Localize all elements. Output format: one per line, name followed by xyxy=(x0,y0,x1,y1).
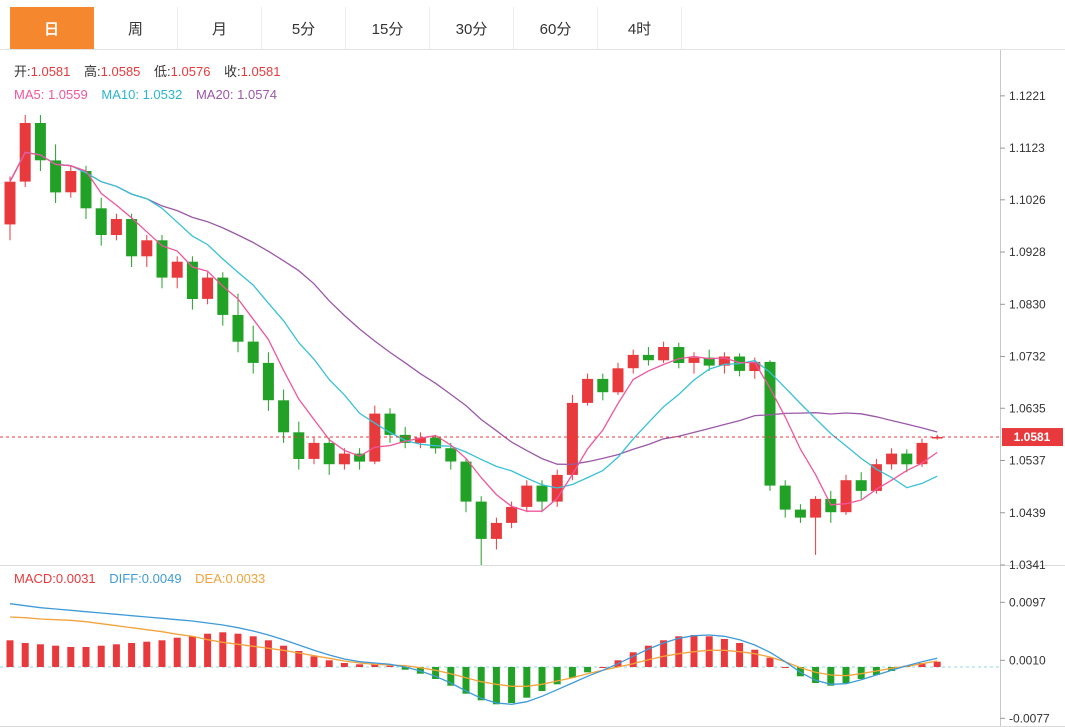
tab-30min[interactable]: 30分 xyxy=(430,7,514,49)
ma20-line xyxy=(9,151,938,466)
ma5-legend: MA5: 1.0559 xyxy=(14,87,88,102)
ohlc-legend: 开:1.0581 高:1.0585 低:1.0576 收:1.0581 xyxy=(14,61,290,80)
diff-value: 0.0049 xyxy=(141,571,182,586)
macd-label: MACD: xyxy=(14,571,56,586)
macd-axis-label: 0.0097 xyxy=(1009,595,1046,609)
dea-label: DEA: xyxy=(195,571,226,586)
ma10-value: 1.0532 xyxy=(142,87,183,102)
ohlc-high: 高:1.0585 xyxy=(84,64,140,79)
tab-5min[interactable]: 5分 xyxy=(262,7,346,49)
diff-value-legend: DIFF:0.0049 xyxy=(109,571,181,586)
high-label: 高: xyxy=(84,64,101,79)
ma10-line xyxy=(9,151,938,489)
chart-area: 1.0581 1.1221 1.1123 1.1026 1.0928 1.0830 1.07… xyxy=(0,50,1065,727)
last-price-tag-text: 1.0581 xyxy=(1014,430,1051,444)
close-value: 1.0581 xyxy=(240,64,281,79)
price-chart-canvas[interactable]: 1.0581 1.1221 1.1123 1.1026 1.0928 1.0830 1.07… xyxy=(0,50,1065,727)
macd-axis-label: 0.0010 xyxy=(1009,653,1046,667)
price-axis-label: 1.1221 xyxy=(1009,89,1046,103)
ma20-legend: MA20: 1.0574 xyxy=(196,87,277,102)
ma5-line xyxy=(9,151,938,512)
last-price-tag xyxy=(1002,428,1063,447)
timeframe-toolbar: 日 周 月 5分 15分 30分 60分 4时 xyxy=(0,0,1065,50)
macd-legend: MACD:0.0031 DIFF:0.0049 DEA:0.0033 xyxy=(14,571,275,586)
low-label: 低: xyxy=(154,64,171,79)
low-value: 1.0576 xyxy=(170,64,211,79)
high-value: 1.0585 xyxy=(100,64,141,79)
price-axis-label: 1.0537 xyxy=(1009,454,1046,468)
tab-15min[interactable]: 15分 xyxy=(346,7,430,49)
open-value: 1.0581 xyxy=(30,64,71,79)
ma-legend: MA5: 1.0559 MA10: 1.0532 MA20: 1.0574 xyxy=(14,87,287,102)
ma10-label: MA10: xyxy=(101,87,139,102)
ohlc-open: 开:1.0581 xyxy=(14,64,70,79)
tab-day[interactable]: 日 xyxy=(10,7,94,49)
macd-value-legend: MACD:0.0031 xyxy=(14,571,96,586)
tab-60min[interactable]: 60分 xyxy=(514,7,598,49)
ma5-label: MA5: xyxy=(14,87,45,102)
macd-axis-label: -0.0077 xyxy=(1009,711,1050,725)
tab-week[interactable]: 周 xyxy=(94,7,178,49)
tab-4hour[interactable]: 4时 xyxy=(598,7,682,49)
ma5-value: 1.0559 xyxy=(47,87,88,102)
price-axis-label: 1.0439 xyxy=(1009,506,1046,520)
diff-line xyxy=(9,603,938,705)
price-axis-label: 1.0830 xyxy=(1009,297,1046,311)
diff-label: DIFF: xyxy=(109,571,142,586)
close-label: 收: xyxy=(224,64,241,79)
price-axis-label: 1.0635 xyxy=(1009,401,1046,415)
tab-month[interactable]: 月 xyxy=(178,7,262,49)
dea-value-legend: DEA:0.0033 xyxy=(195,571,265,586)
dea-value: 0.0033 xyxy=(225,571,266,586)
ohlc-close: 收:1.0581 xyxy=(224,64,280,79)
ma10-legend: MA10: 1.0532 xyxy=(101,87,182,102)
ma20-value: 1.0574 xyxy=(237,87,277,102)
price-axis-label: 1.0928 xyxy=(1009,245,1046,259)
price-axis-label: 1.0341 xyxy=(1009,558,1046,572)
macd-value: 0.0031 xyxy=(55,571,96,586)
price-axis-label: 1.1123 xyxy=(1009,141,1045,155)
price-axis-label: 1.1026 xyxy=(1009,193,1046,207)
ma20-label: MA20: xyxy=(195,87,234,102)
ohlc-low: 低:1.0576 xyxy=(154,64,210,79)
candlestick-series xyxy=(4,115,943,565)
macd-histogram xyxy=(6,632,941,705)
price-axis-label: 1.0732 xyxy=(1009,350,1046,364)
dea-line xyxy=(9,616,938,687)
open-label: 开: xyxy=(14,64,31,79)
